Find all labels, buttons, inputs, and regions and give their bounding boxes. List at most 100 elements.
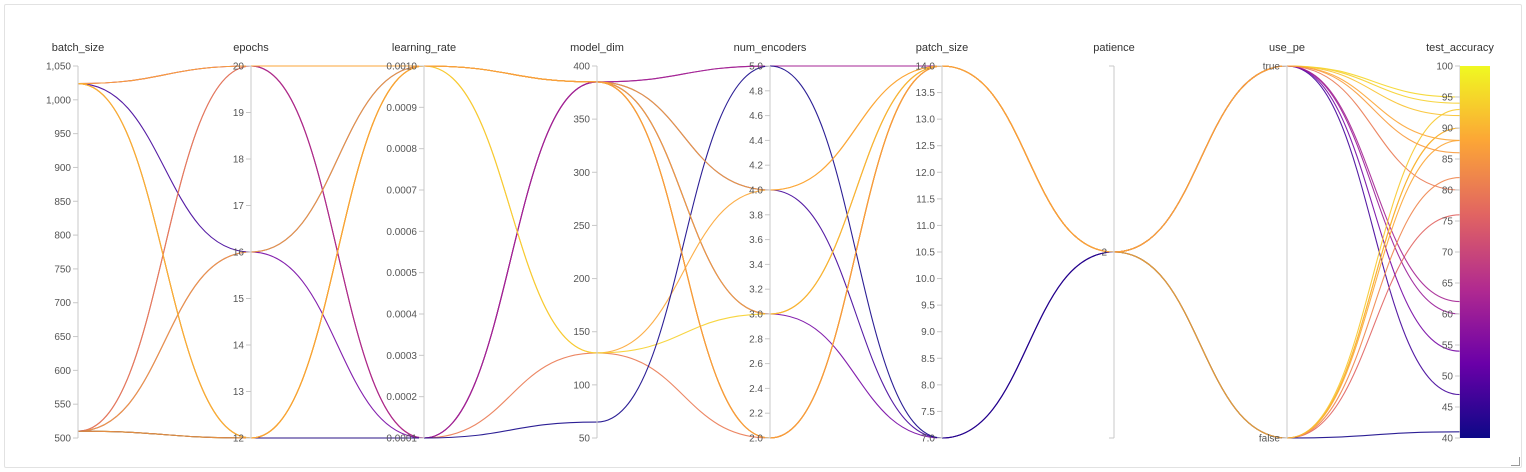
tick-label-num_encoders-1: 2.2 <box>749 409 763 420</box>
series-lines <box>77 65 1461 439</box>
tick-label-model_dim-1: 100 <box>573 380 590 391</box>
axis-epochs[interactable]: epochs 12 13 14 15 16 17 18 19 20 <box>233 42 269 445</box>
tick-label-num_encoders-4: 2.8 <box>749 334 763 345</box>
tick-label-patch_size-3: 8.5 <box>921 354 935 365</box>
tick-label-epochs-8: 20 <box>233 62 245 73</box>
tick-label-patch_size-10: 12.0 <box>916 168 936 179</box>
tick-label-test_accuracy-12: 100 <box>1436 62 1453 73</box>
tick-label-test_accuracy-3: 55 <box>1442 341 1454 352</box>
tick-label-patch_size-1: 7.5 <box>921 407 935 418</box>
series-line-3[interactable] <box>77 65 1461 439</box>
series-line-1[interactable] <box>77 65 1461 439</box>
tick-label-patch_size-5: 9.5 <box>921 301 935 312</box>
tick-label-patch_size-4: 9.0 <box>921 327 935 338</box>
tick-label-model_dim-5: 300 <box>573 168 590 179</box>
tick-label-patch_size-8: 11.0 <box>916 221 935 232</box>
axes: batch_size500550600650700750800850900950… <box>46 42 1494 445</box>
tick-label-use_pe-0: false <box>1259 434 1281 445</box>
tick-label-num_encoders-9: 3.8 <box>749 210 763 221</box>
series-line-4[interactable] <box>77 65 1461 439</box>
series-line-0[interactable] <box>77 65 1461 439</box>
series-line-10[interactable] <box>77 65 1461 439</box>
series-line-6[interactable] <box>77 65 1461 439</box>
axis-model_dim[interactable]: model_dim 50 100 150 200 250 300 350 400 <box>570 42 624 445</box>
tick-label-batch_size-9: 950 <box>54 129 71 140</box>
axis-title-model_dim[interactable]: model_dim <box>570 42 624 54</box>
axis-patch_size[interactable]: patch_size 7.0 7.5 8.0 8.5 9.0 9.5 10.0 10.5 11.0… <box>916 42 969 445</box>
series-line-12[interactable] <box>77 65 1461 439</box>
tick-label-test_accuracy-9: 85 <box>1442 155 1454 166</box>
tick-label-num_encoders-5: 3.0 <box>749 310 763 321</box>
tick-label-patch_size-7: 10.5 <box>916 248 936 259</box>
chart-panel <box>4 4 1522 468</box>
series-line-16[interactable] <box>77 65 1461 439</box>
tick-label-patch_size-0: 7.0 <box>921 434 935 445</box>
axis-patience[interactable]: patience 2 <box>1093 42 1135 439</box>
tick-label-test_accuracy-0: 40 <box>1442 434 1454 445</box>
series-line-2[interactable] <box>77 65 1461 439</box>
tick-label-model_dim-2: 150 <box>573 327 590 338</box>
axis-num_encoders[interactable]: num_encoders 2.0 2.2 2.4 2.6 2.8 3.0 3.2 3.4 3.6 3… <box>734 42 807 445</box>
tick-label-num_encoders-6: 3.2 <box>749 285 763 296</box>
series-line-13[interactable] <box>77 65 1461 439</box>
tick-label-patch_size-6: 10.0 <box>916 274 936 285</box>
tick-label-epochs-4: 16 <box>233 248 245 259</box>
tick-label-test_accuracy-7: 75 <box>1442 217 1454 228</box>
tick-label-num_encoders-0: 2.0 <box>749 434 763 445</box>
tick-label-batch_size-2: 600 <box>54 366 71 377</box>
tick-label-learning_rate-1: 0.0002 <box>386 392 417 403</box>
tick-label-model_dim-0: 50 <box>579 434 591 445</box>
tick-label-learning_rate-4: 0.0005 <box>386 268 417 279</box>
tick-label-test_accuracy-6: 70 <box>1442 248 1454 259</box>
tick-label-test_accuracy-4: 60 <box>1442 310 1454 321</box>
tick-label-learning_rate-8: 0.0009 <box>386 103 417 114</box>
tick-label-model_dim-3: 200 <box>573 274 590 285</box>
tick-label-patch_size-2: 8.0 <box>921 380 935 391</box>
axis-title-test_accuracy[interactable]: test_accuracy <box>1426 42 1494 54</box>
series-line-11[interactable] <box>77 65 1461 439</box>
tick-label-learning_rate-0: 0.0001 <box>386 434 417 445</box>
tick-label-learning_rate-9: 0.0010 <box>386 62 417 73</box>
tick-label-batch_size-0: 500 <box>54 434 71 445</box>
tick-label-test_accuracy-2: 50 <box>1442 372 1454 383</box>
tick-label-batch_size-8: 900 <box>54 163 71 174</box>
series-line-8[interactable] <box>77 65 1461 439</box>
tick-label-patience-0: 2 <box>1101 248 1107 259</box>
axis-title-learning_rate[interactable]: learning_rate <box>392 42 456 54</box>
tick-label-patch_size-12: 13.0 <box>916 115 936 126</box>
colorbar-gradient[interactable] <box>1460 66 1490 438</box>
tick-label-learning_rate-2: 0.0003 <box>386 351 417 362</box>
tick-label-test_accuracy-5: 65 <box>1442 279 1454 290</box>
axis-learning_rate[interactable]: learning_rate 0.0001 0.0002 0.0003 0.0004 0.0… <box>386 42 456 445</box>
tick-label-num_encoders-7: 3.4 <box>749 260 763 271</box>
series-line-14[interactable] <box>77 65 1461 253</box>
resize-grip[interactable] <box>1511 457 1520 466</box>
tick-label-num_encoders-8: 3.6 <box>749 235 763 246</box>
axis-batch_size[interactable]: batch_size 500 550 600 650 700 750 800 850 900 950… <box>46 42 104 445</box>
tick-label-test_accuracy-1: 45 <box>1442 403 1454 414</box>
axis-title-patience[interactable]: patience <box>1093 42 1135 54</box>
axis-title-batch_size[interactable]: batch_size <box>52 42 105 54</box>
series-line-15[interactable] <box>77 65 1461 439</box>
tick-label-epochs-6: 18 <box>233 155 245 166</box>
tick-label-patch_size-14: 14.0 <box>916 62 936 73</box>
tick-label-learning_rate-6: 0.0007 <box>386 186 417 197</box>
tick-label-batch_size-10: 1,000 <box>46 95 71 106</box>
tick-label-num_encoders-2: 2.4 <box>749 384 763 395</box>
axis-title-patch_size[interactable]: patch_size <box>916 42 969 54</box>
tick-label-epochs-1: 13 <box>233 387 245 398</box>
tick-label-batch_size-11: 1,050 <box>46 62 71 73</box>
tick-label-epochs-0: 12 <box>233 434 245 445</box>
tick-label-epochs-3: 15 <box>233 294 245 305</box>
axis-title-epochs[interactable]: epochs <box>233 42 269 54</box>
axis-title-use_pe[interactable]: use_pe <box>1269 42 1305 54</box>
series-line-5[interactable] <box>77 65 1461 439</box>
axis-title-num_encoders[interactable]: num_encoders <box>734 42 807 54</box>
tick-label-num_encoders-11: 4.2 <box>749 161 763 172</box>
series-line-7[interactable] <box>77 65 1461 439</box>
series-line-9[interactable] <box>77 65 1461 439</box>
tick-label-epochs-5: 17 <box>233 201 245 212</box>
tick-label-batch_size-6: 800 <box>54 231 71 242</box>
